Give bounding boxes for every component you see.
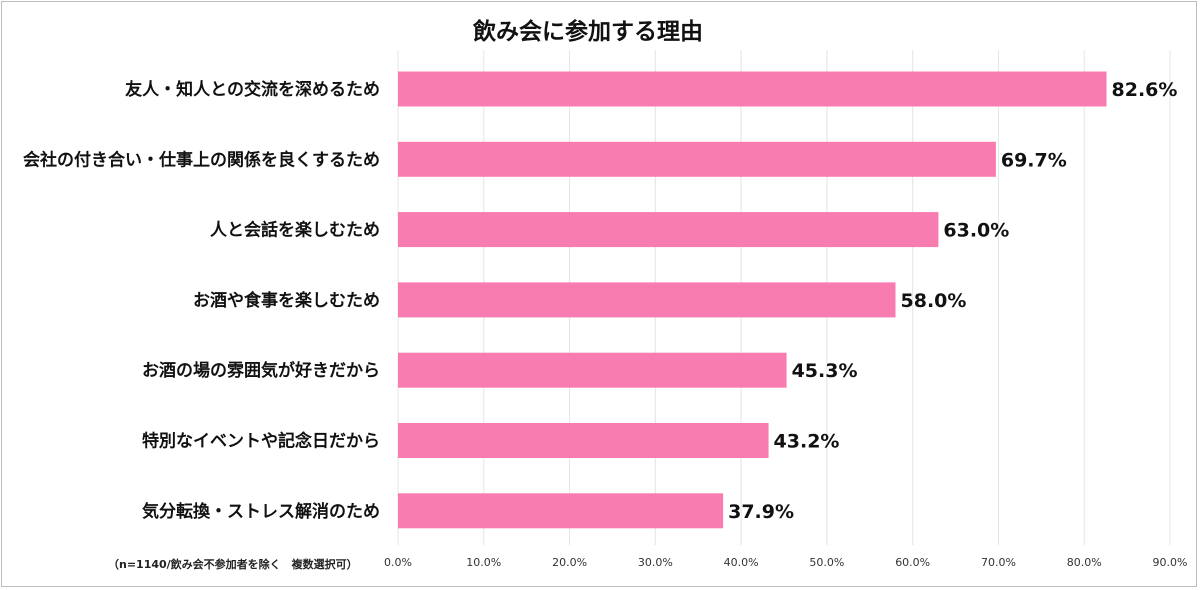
x-tick-label: 0.0% [384, 556, 412, 569]
category-label: 特別なイベントや記念日だから [142, 431, 380, 452]
x-tick-label: 30.0% [638, 556, 673, 569]
value-label: 82.6% [1112, 79, 1178, 101]
category-label: 人と会話を楽しむため [210, 220, 380, 241]
bar [398, 493, 724, 529]
chart-title: 飲み会に参加する理由 [473, 19, 703, 45]
value-label: 37.9% [728, 501, 794, 523]
category-label: 友人・知人との交流を深めるため [125, 79, 380, 100]
category-label: 会社の付き合い・仕事上の関係を良くするため [23, 149, 380, 170]
x-tick-label: 20.0% [552, 556, 587, 569]
x-tick-label: 50.0% [809, 556, 844, 569]
x-tick-label: 80.0% [1067, 556, 1102, 569]
value-label: 58.0% [901, 290, 967, 312]
bar [398, 423, 769, 458]
value-label: 69.7% [1001, 149, 1067, 171]
value-label: 43.2% [774, 431, 840, 453]
x-tick-label: 90.0% [1153, 556, 1188, 569]
bar [398, 71, 1107, 107]
value-label: 45.3% [792, 360, 858, 382]
category-label: お酒の場の雰囲気が好きだから [142, 360, 380, 381]
x-tick-label: 40.0% [724, 556, 759, 569]
category-label: お酒や食事を楽しむため [193, 290, 380, 311]
x-tick-label: 60.0% [895, 556, 930, 569]
sample-note: （n=1140/飲み会不参加者を除く 複数選択可） [108, 558, 358, 571]
value-label: 63.0% [943, 220, 1009, 242]
bar [398, 141, 996, 177]
bar [398, 282, 896, 318]
bar [398, 352, 787, 388]
category-label: 気分転換・ストレス解消のため [141, 501, 380, 522]
bar [398, 212, 939, 248]
x-tick-label: 70.0% [981, 556, 1016, 569]
x-tick-label: 10.0% [466, 556, 501, 569]
